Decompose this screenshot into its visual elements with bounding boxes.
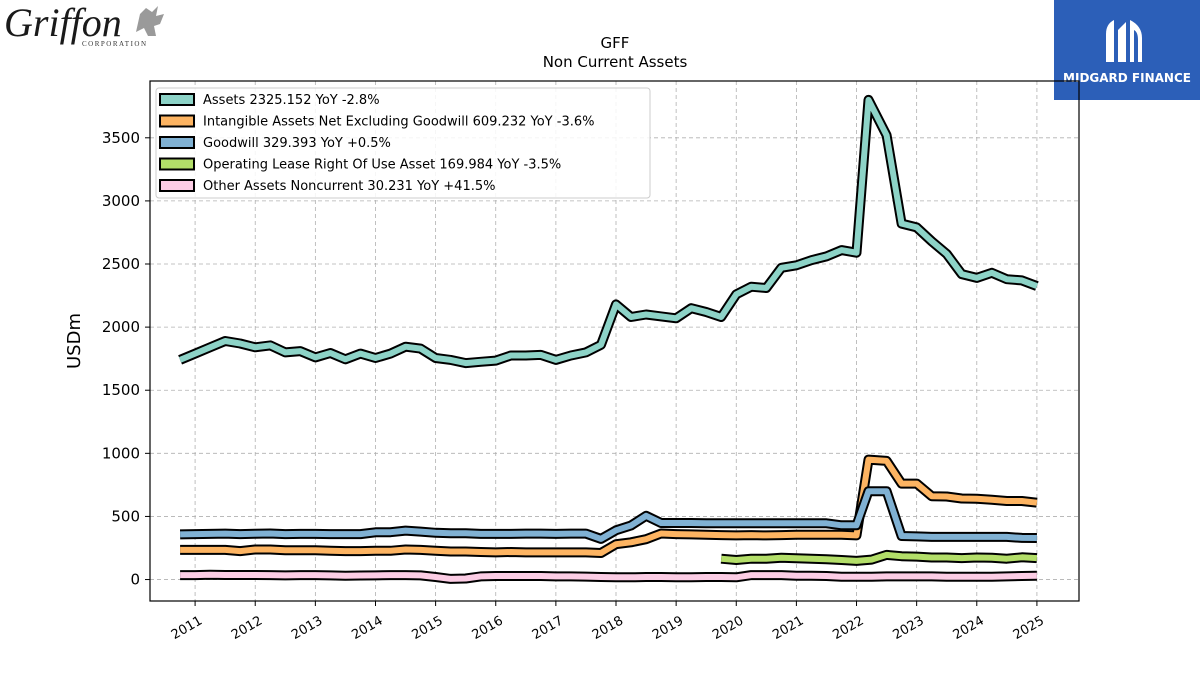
x-tick-label: 2021 xyxy=(770,613,806,643)
y-tick-label: 3500 xyxy=(102,129,140,147)
griffon-logo-wordmark: Griffon xyxy=(4,2,122,45)
y-tick-label: 0 xyxy=(130,571,140,589)
x-tick-label: 2016 xyxy=(470,613,506,643)
series-line-4 xyxy=(180,571,1037,582)
x-tick-label: 2020 xyxy=(710,613,746,643)
y-tick-label: 2500 xyxy=(102,255,140,273)
midgard-emblem-icon xyxy=(1106,20,1142,62)
midgard-finance-logo: MIDGARD FINANCE xyxy=(1054,0,1200,100)
series-line-1 xyxy=(180,456,1038,556)
x-tick-label: 2023 xyxy=(890,613,926,643)
y-tick-label: 500 xyxy=(111,507,140,525)
legend-swatch-3 xyxy=(159,157,195,171)
x-tick-label: 2012 xyxy=(229,613,265,643)
legend-swatch-2 xyxy=(159,136,195,149)
series-lines xyxy=(178,94,1039,584)
legend-label-4: Other Assets Noncurrent 30.231 YoY +41.5… xyxy=(203,179,495,194)
x-tick-label: 2022 xyxy=(830,613,866,643)
y-tick-label: 2000 xyxy=(102,318,140,336)
x-tick-label: 2024 xyxy=(951,613,987,643)
legend: Assets 2325.152 YoY -2.8% Intangible Asse… xyxy=(155,87,651,199)
series-line-3 xyxy=(720,551,1038,564)
x-axis: 2011 2012 2013 2014 2015 2016 2017 2018 2019 2020… xyxy=(169,601,1047,643)
y-axis-label: USDm xyxy=(64,313,85,369)
x-tick-label: 2019 xyxy=(650,613,686,643)
x-tick-label: 2014 xyxy=(349,613,385,643)
legend-frame xyxy=(155,87,651,199)
legend-label-3: Operating Lease Right Of Use Asset 169.9… xyxy=(203,158,561,173)
legend-label-1: Intangible Assets Net Excluding Goodwill… xyxy=(203,115,594,130)
series-line-2 xyxy=(180,488,1037,542)
legend-swatch-1 xyxy=(159,114,195,128)
y-tick-label: 1500 xyxy=(102,381,140,399)
x-tick-label: 2013 xyxy=(289,613,325,643)
y-tick-label: 1000 xyxy=(102,444,140,462)
legend-swatch-4 xyxy=(159,179,195,192)
midgard-logo-text: MIDGARD FINANCE xyxy=(1063,71,1191,85)
x-tick-label: 2015 xyxy=(409,613,445,643)
x-tick-label: 2011 xyxy=(169,613,205,643)
chart-subtitle: Non Current Assets xyxy=(543,53,688,71)
griffin-emblem-icon xyxy=(136,6,164,36)
griffon-logo-subtext: CORPORATION xyxy=(82,40,148,48)
griffon-logo: Griffon CORPORATION xyxy=(4,0,174,50)
x-tick-label: 2017 xyxy=(530,613,566,643)
y-tick-label: 3000 xyxy=(102,192,140,210)
plot-frame xyxy=(149,80,1080,602)
y-axis: 0 500 1000 1500 2000 2500 3000 3500 xyxy=(102,129,150,589)
series-line-0 xyxy=(178,96,1038,367)
legend-label-2: Goodwill 329.393 YoY +0.5% xyxy=(203,136,391,151)
chart-title: GFF xyxy=(601,34,630,52)
legend-label-0: Assets 2325.152 YoY -2.8% xyxy=(203,93,380,108)
x-tick-label: 2018 xyxy=(590,613,626,643)
x-tick-label: 2025 xyxy=(1011,613,1047,643)
legend-swatch-0 xyxy=(159,93,195,106)
